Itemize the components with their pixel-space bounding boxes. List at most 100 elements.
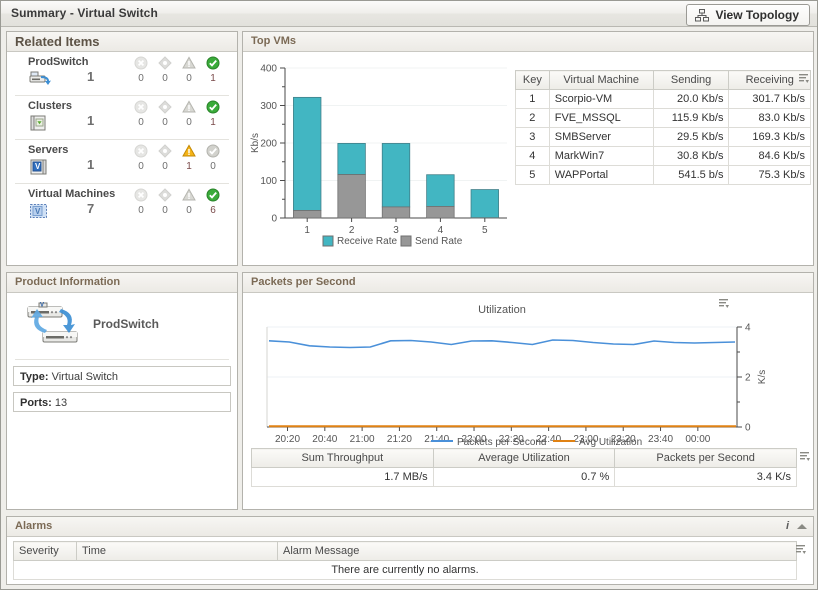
- sort-settings-icon[interactable]: [799, 450, 811, 465]
- cluster-icon: [29, 114, 51, 132]
- cell-packets-per-second: 3.4 K/s: [614, 467, 797, 487]
- packets-summary-table[interactable]: Sum Throughput Average Utilization Packets…: [251, 448, 797, 487]
- related-items-body: ProdSwitch 1 0 0 0 1 Clusters 1 0 0 0 1 Servers V 1 0 0 1…: [7, 52, 237, 265]
- status-critical[interactable]: 0: [129, 99, 153, 128]
- svg-text:0: 0: [745, 423, 751, 434]
- related-item-row[interactable]: Virtual Machines V 7 0 0 0 6: [15, 184, 229, 227]
- sort-settings-icon[interactable]: [798, 72, 810, 87]
- table-row[interactable]: 2 FVE_MSSQL 115.9 Kb/s 83.0 Kb/s: [515, 108, 811, 128]
- packets-per-second-body: Utilization 0 2 4 K/s 20:20 20:40 21:00 21:20 21:…: [243, 293, 813, 509]
- status-count: 0: [138, 205, 144, 216]
- table-row[interactable]: 4 MarkWin7 30.8 Kb/s 84.6 Kb/s: [515, 146, 811, 166]
- svg-text:20:40: 20:40: [312, 434, 337, 445]
- status-count: 0: [186, 205, 192, 216]
- table-row[interactable]: 3 SMBServer 29.5 Kb/s 169.3 Kb/s: [515, 127, 811, 147]
- cell-receiving: 83.0 Kb/s: [728, 108, 811, 128]
- related-item-row[interactable]: ProdSwitch 1 0 0 0 1: [15, 52, 229, 96]
- status-count: 1: [210, 117, 216, 128]
- status-error[interactable]: 0: [153, 99, 177, 128]
- status-normal[interactable]: 6: [201, 187, 225, 216]
- svg-text:Kb/s: Kb/s: [250, 133, 261, 153]
- cell-virtual-machine[interactable]: Scorpio-VM: [548, 89, 654, 109]
- related-item-row[interactable]: Servers V 1 0 0 1 0: [15, 140, 229, 184]
- related-item-label: Virtual Machines: [28, 188, 116, 200]
- svg-text:300: 300: [260, 101, 277, 112]
- status-critical[interactable]: 0: [129, 187, 153, 216]
- top-vms-bar-chart: 0 100 200 300 400 Kb/s 1 2 3 4 5 Receive Rate Send R…: [245, 54, 513, 262]
- server-icon: V: [29, 158, 51, 176]
- cell-virtual-machine[interactable]: WAPPortal: [548, 165, 654, 185]
- column-header-time[interactable]: Time: [76, 541, 278, 561]
- column-header-severity[interactable]: Severity: [13, 541, 77, 561]
- table-row[interactable]: 1 Scorpio-VM 20.0 Kb/s 301.7 Kb/s: [515, 89, 811, 109]
- cell-virtual-machine[interactable]: MarkWin7: [548, 146, 654, 166]
- svg-text:4: 4: [438, 225, 444, 236]
- column-header-alarm-message[interactable]: Alarm Message: [277, 541, 797, 561]
- device-name: ProdSwitch: [93, 317, 160, 331]
- chevron-up-icon[interactable]: [797, 523, 807, 529]
- product-identity: V ProdSwitch: [15, 293, 229, 360]
- status-warning[interactable]: 1: [177, 143, 201, 172]
- column-header-sum-throughput[interactable]: Sum Throughput: [251, 448, 434, 468]
- normal-icon: [201, 143, 225, 159]
- status-count: 0: [162, 73, 168, 84]
- packets-per-second-panel: Packets per Second Utilization 0 2 4 K/s 20:2…: [242, 272, 814, 510]
- product-field-ports-value: 13: [54, 397, 68, 409]
- top-vms-table[interactable]: Key Virtual Machine Sending Receiving 1 Scorp…: [515, 70, 811, 185]
- table-row[interactable]: 5 WAPPortal 541.5 b/s 75.3 Kb/s: [515, 165, 811, 185]
- column-header-virtual-machine[interactable]: Virtual Machine: [548, 70, 654, 90]
- svg-text:22:20: 22:20: [499, 434, 524, 445]
- column-header-average-utilization[interactable]: Average Utilization: [432, 448, 616, 468]
- related-item-status-group: 0 0 0 1: [129, 55, 225, 84]
- info-icon[interactable]: i: [785, 520, 789, 532]
- status-warning[interactable]: 0: [177, 55, 201, 84]
- status-error[interactable]: 0: [153, 143, 177, 172]
- column-header-sending[interactable]: Sending: [652, 70, 730, 90]
- error-icon: [153, 55, 177, 71]
- warning-icon: [177, 99, 201, 115]
- sort-settings-icon[interactable]: [795, 543, 807, 558]
- svg-text:21:20: 21:20: [387, 434, 412, 445]
- related-item-status-group: 0 0 0 1: [129, 99, 225, 128]
- view-topology-button[interactable]: View Topology: [686, 4, 810, 26]
- cell-sending: 115.9 Kb/s: [652, 108, 730, 128]
- status-count: 0: [138, 73, 144, 84]
- status-error[interactable]: 0: [153, 55, 177, 84]
- svg-text:Avg Utilization: Avg Utilization: [579, 437, 642, 448]
- cell-virtual-machine[interactable]: FVE_MSSQL: [548, 108, 654, 128]
- status-critical[interactable]: 0: [129, 143, 153, 172]
- product-information-body: V ProdSwitch Type: Virtu: [7, 293, 237, 509]
- svg-text:Packets per Second: Packets per Second: [457, 437, 547, 448]
- related-item-label: Clusters: [28, 100, 73, 112]
- svg-text:Utilization: Utilization: [478, 304, 526, 316]
- alarms-table-container: Severity Time Alarm Message There are curre…: [13, 541, 806, 580]
- product-field-type: Type: Virtual Switch: [13, 366, 231, 386]
- status-count: 0: [162, 117, 168, 128]
- top-vms-body: 0 100 200 300 400 Kb/s 1 2 3 4 5 Receive Rate Send R…: [243, 52, 813, 265]
- cell-virtual-machine[interactable]: SMBServer: [548, 127, 654, 147]
- status-normal[interactable]: 0: [201, 143, 225, 172]
- column-header-key[interactable]: Key: [515, 70, 550, 90]
- status-warning[interactable]: 0: [177, 99, 201, 128]
- table-row[interactable]: 1.7 MB/s 0.7 % 3.4 K/s: [251, 467, 797, 487]
- status-critical[interactable]: 0: [129, 55, 153, 84]
- alarms-header: Alarms i: [7, 517, 813, 537]
- cell-key: 4: [515, 146, 550, 166]
- packets-summary-table-container: Sum Throughput Average Utilization Packets…: [251, 448, 810, 487]
- column-header-receiving[interactable]: Receiving: [728, 70, 811, 90]
- related-item-status-group: 0 0 0 6: [129, 187, 225, 216]
- column-header-packets-per-second[interactable]: Packets per Second: [614, 448, 797, 468]
- packets-per-second-header: Packets per Second: [243, 273, 813, 293]
- status-normal[interactable]: 1: [201, 55, 225, 84]
- warning-icon: [177, 187, 201, 203]
- error-icon: [153, 99, 177, 115]
- related-item-row[interactable]: Clusters 1 0 0 0 1: [15, 96, 229, 140]
- alarms-table[interactable]: Severity Time Alarm Message There are curre…: [13, 541, 797, 580]
- related-item-status-group: 0 0 1 0: [129, 143, 225, 172]
- status-warning[interactable]: 0: [177, 187, 201, 216]
- cell-sending: 29.5 Kb/s: [652, 127, 730, 147]
- status-error[interactable]: 0: [153, 187, 177, 216]
- top-vms-title: Top VMs: [251, 35, 297, 47]
- status-count: 0: [186, 117, 192, 128]
- status-normal[interactable]: 1: [201, 99, 225, 128]
